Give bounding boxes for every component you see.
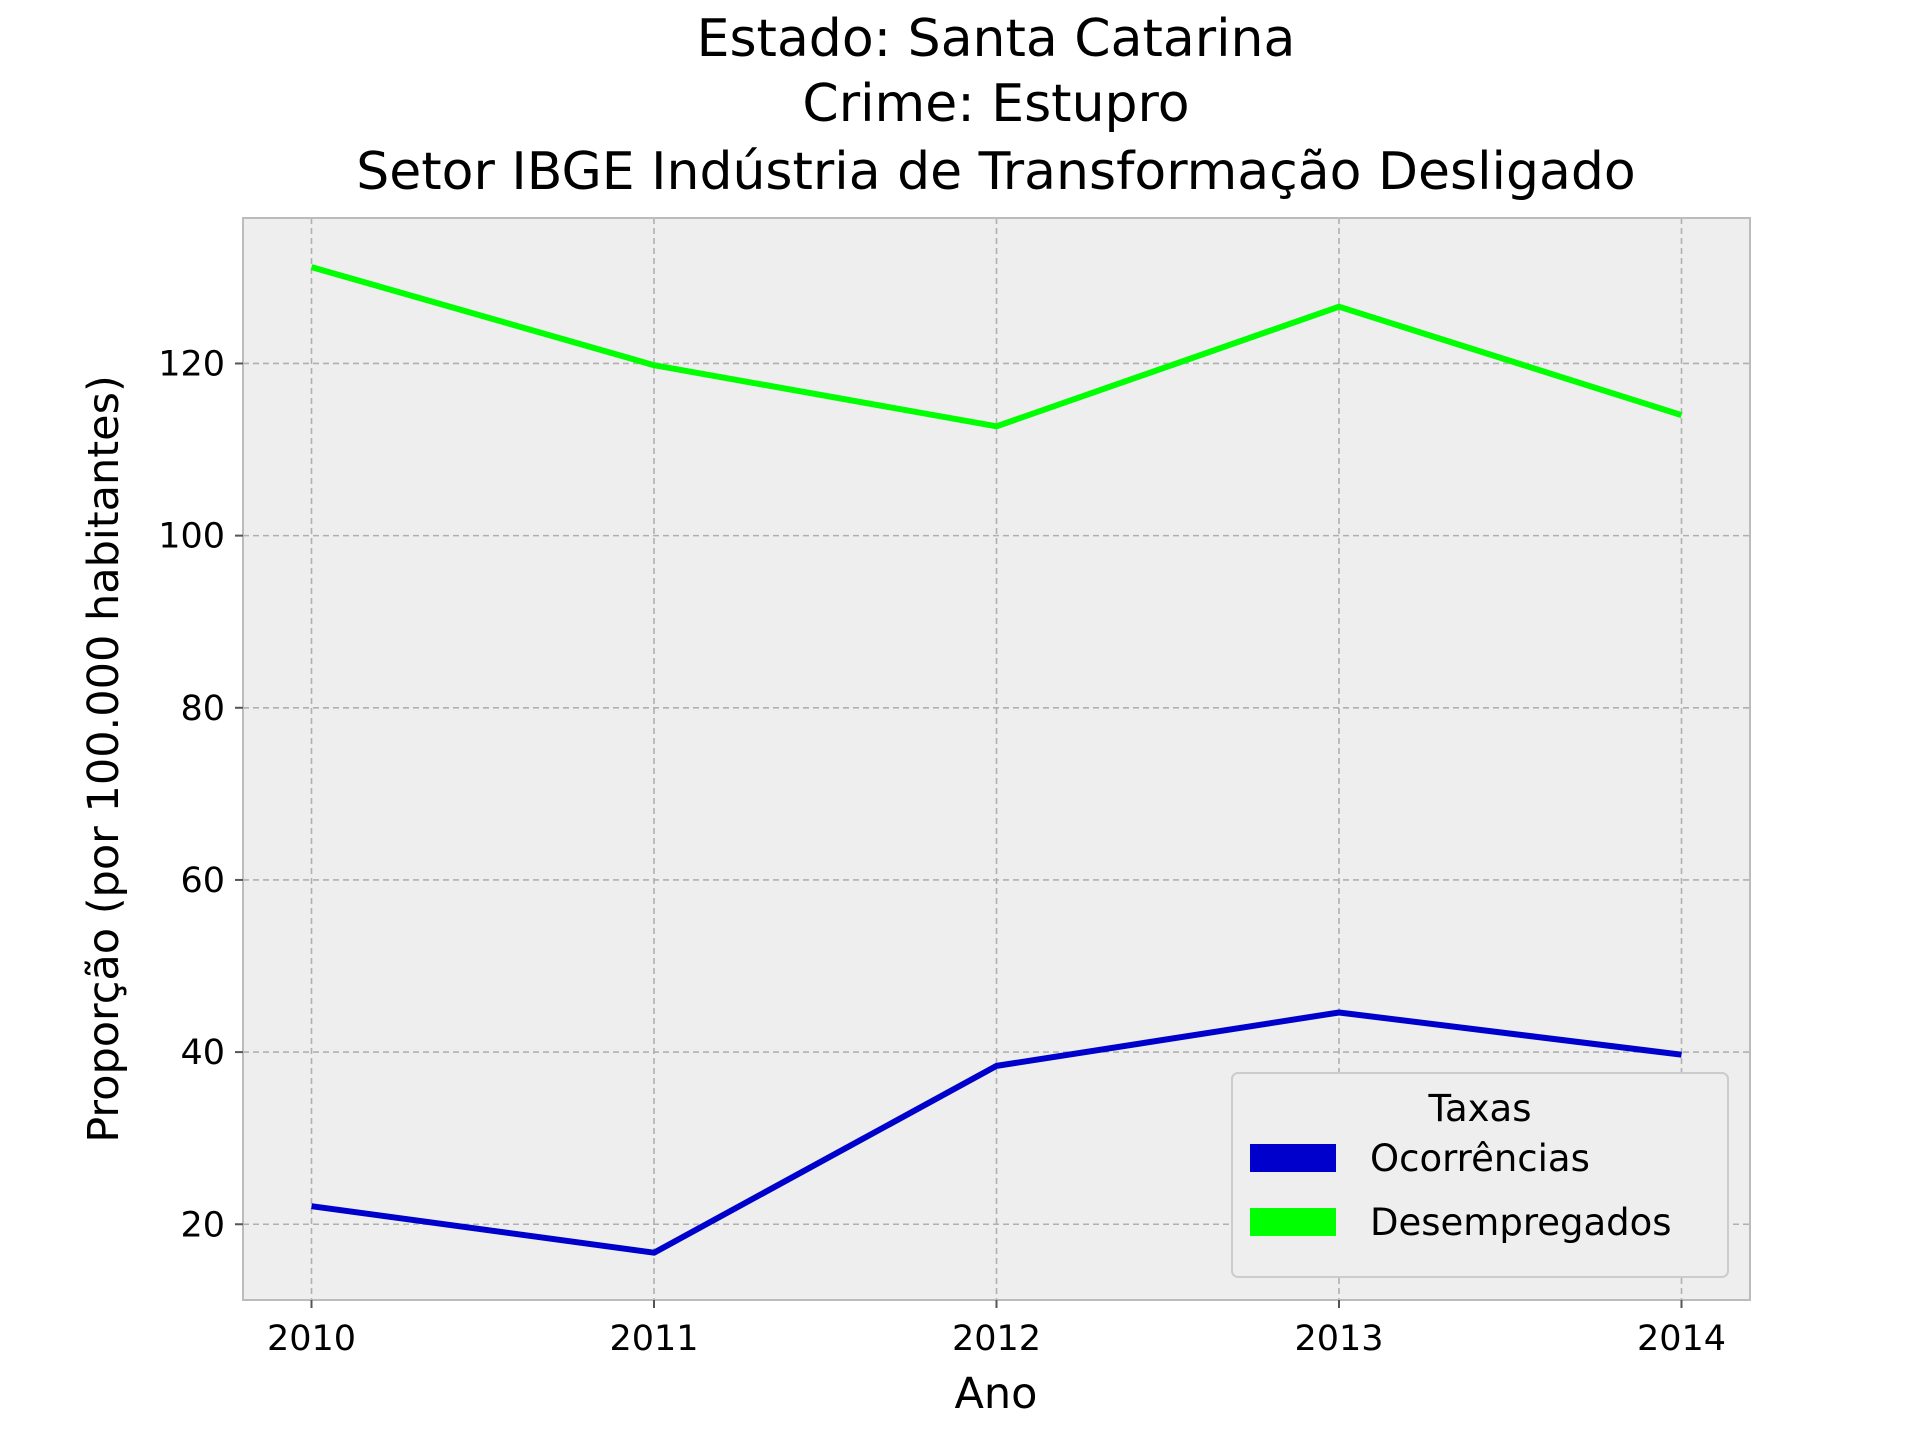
x-axis-label: Ano bbox=[955, 1369, 1038, 1419]
y-axis-ticks: 20 40 60 80 100 120 bbox=[158, 344, 243, 1245]
title-line-1: Estado: Santa Catarina bbox=[697, 9, 1296, 69]
y-tick-label: 100 bbox=[158, 517, 225, 557]
y-tick-label: 40 bbox=[180, 1033, 225, 1073]
legend-entries: Ocorrências Desempregados bbox=[1250, 1137, 1672, 1244]
x-axis-ticks: 2010 2011 2012 2013 2014 bbox=[267, 1300, 1726, 1359]
y-axis-label: Proporção (por 100.000 habitantes) bbox=[79, 375, 129, 1143]
x-tick-label: 2011 bbox=[609, 1319, 698, 1359]
x-tick-label: 2014 bbox=[1637, 1319, 1726, 1359]
chart-title: Estado: Santa Catarina Crime: Estupro Se… bbox=[356, 9, 1635, 202]
legend-swatch-2 bbox=[1250, 1208, 1336, 1236]
y-tick-label: 120 bbox=[158, 344, 225, 384]
title-line-3: Setor IBGE Indústria de Transformação De… bbox=[356, 142, 1635, 202]
x-tick-label: 2013 bbox=[1294, 1319, 1383, 1359]
grid-lines bbox=[243, 218, 1750, 1300]
legend-title: Taxas bbox=[1428, 1087, 1532, 1130]
legend-box bbox=[1231, 1072, 1729, 1278]
legend: Taxas Ocorrências Desempregados bbox=[1231, 1072, 1729, 1278]
x-tick-label: 2012 bbox=[952, 1319, 1041, 1359]
y-tick-label: 80 bbox=[180, 689, 225, 729]
y-tick-label: 20 bbox=[180, 1205, 225, 1245]
x-tick-label: 2010 bbox=[267, 1319, 356, 1359]
series-line-1 bbox=[311, 1009, 1682, 1256]
legend-label-2: Desempregados bbox=[1370, 1201, 1672, 1244]
series-line-2 bbox=[310, 264, 1683, 430]
legend-label-1: Ocorrências bbox=[1370, 1137, 1590, 1180]
series-lines bbox=[310, 264, 1683, 1256]
title-line-2: Crime: Estupro bbox=[802, 74, 1189, 134]
y-tick-label: 60 bbox=[180, 861, 225, 901]
legend-swatch-1 bbox=[1250, 1144, 1336, 1172]
